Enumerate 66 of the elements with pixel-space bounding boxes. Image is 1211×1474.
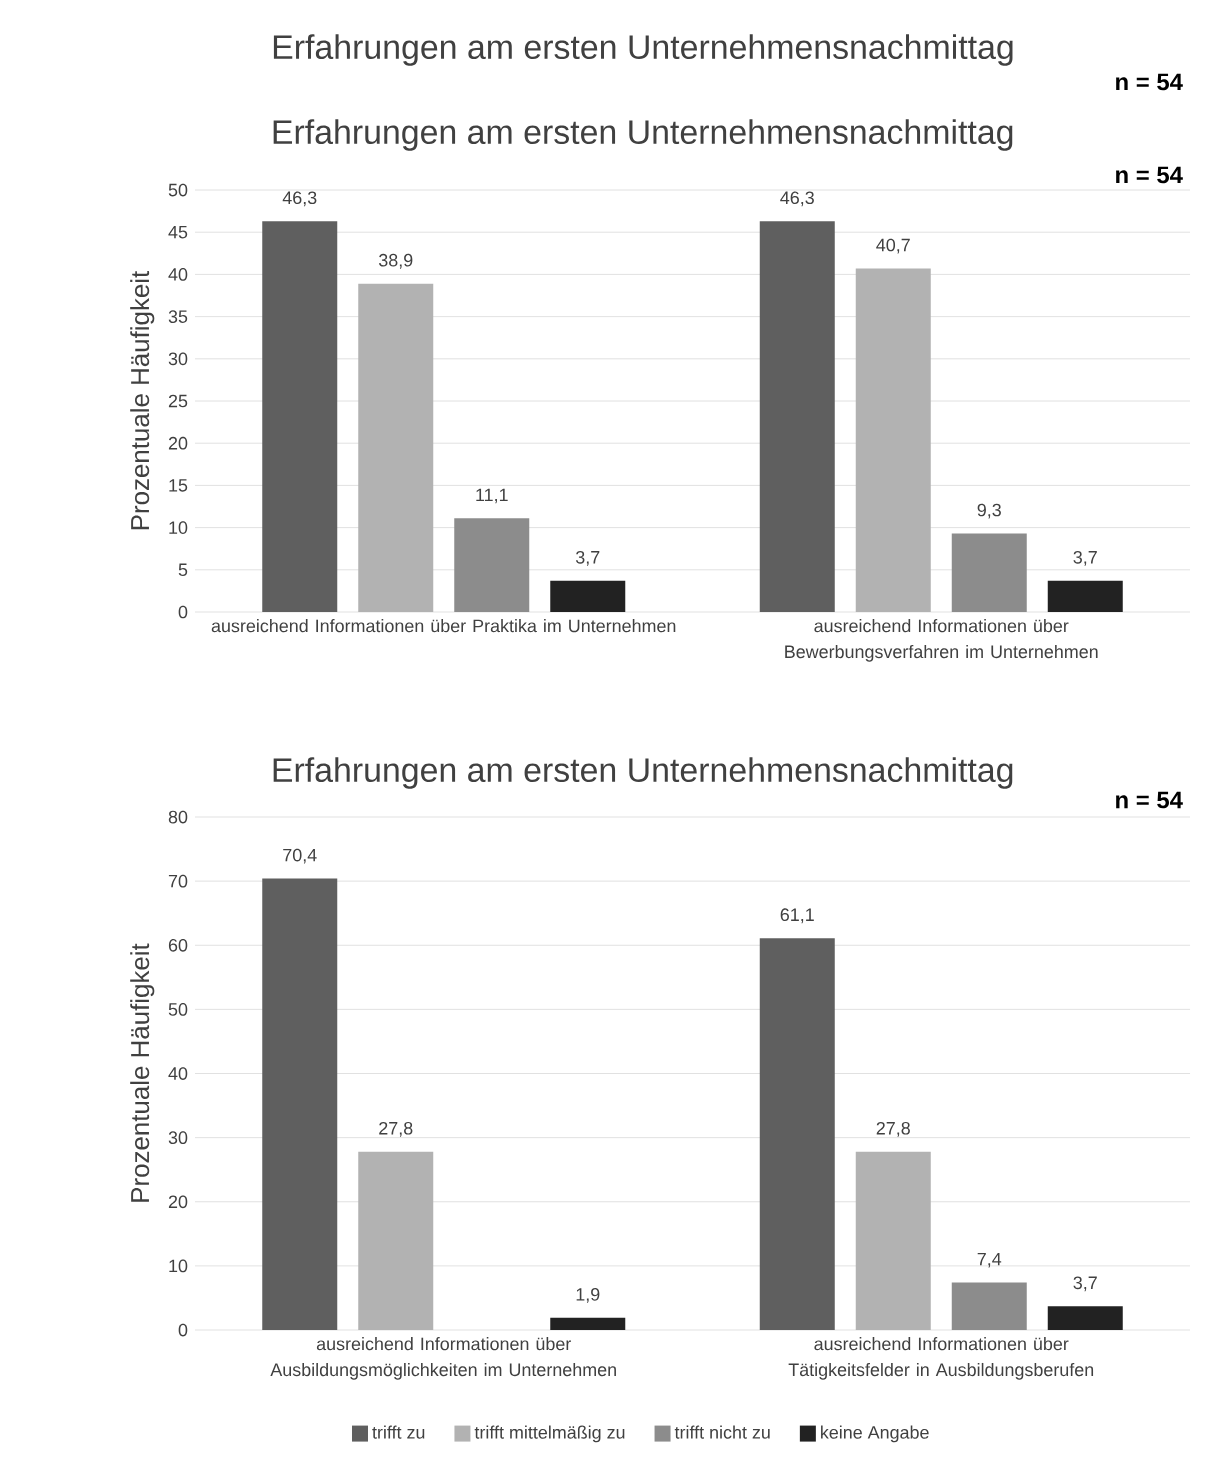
y-tick-label: 5 [178,563,188,577]
x-tick-label: ausreichend Informationen über Bewerbungsverfahren im Unternehmen [785,619,1098,662]
data-label: 40,7 [876,238,910,254]
data-label: 3,7 [1073,1276,1097,1292]
text: n = 54 [1116,791,1183,809]
y-tick-label: 20 [168,436,188,450]
bar [855,268,931,613]
y-tick-label: 0 [178,605,188,619]
bar [358,1151,434,1331]
y-tick-label: 70 [168,874,188,888]
data-label: 70,4 [283,848,317,864]
legend-label: trifft mittelmäßig zu [474,1425,625,1443]
bar [1047,1306,1123,1331]
bar [262,221,338,613]
data-label: 3,7 [575,550,600,566]
data-label: 27,8 [379,1121,413,1137]
y-tick-label: 80 [168,810,188,824]
y-tick-label: 60 [168,938,188,952]
x-tick-label: ausreichend Informationen über Tätigkeitsfelder in Ausbildungsberufen [788,1337,1094,1380]
x-tick-label: ausreichend Informationen über Praktika im Unternehmen [211,619,676,633]
bar [951,1282,1027,1331]
data-label: 46,3 [282,191,317,207]
y-tick-label: 10 [169,1259,188,1273]
y-tick-label: 10 [169,521,188,534]
legend-label: keine Angabe [821,1425,929,1443]
legend-label: trifft nicht zu [674,1425,770,1439]
bar [759,221,835,613]
bar [951,533,1027,613]
text: n = 54 [1116,73,1183,91]
data-label: 46,3 [780,191,814,207]
y-tick-label: 0 [178,1323,188,1337]
y-tick-label: 40 [168,1067,188,1080]
bar [358,283,434,613]
y-tick-label: 45 [168,225,188,239]
y-tick-label: 35 [168,310,188,323]
data-label: 27,8 [876,1121,910,1137]
bar [1047,580,1123,613]
y-axis-title: Prozentuale Häufigkeit [130,943,155,1202]
x-tick-label: ausreichend Informationen über Ausbildungsmöglichkeiten im Unternehmen [270,1337,616,1380]
data-label: 1,9 [576,1287,600,1303]
text: n = 54 [1116,166,1183,184]
y-tick-label: 50 [168,183,188,197]
y-axis-title: Prozentuale Häufigkeit [130,270,155,530]
y-tick-label: 40 [168,268,188,281]
bar [855,1151,931,1331]
y-tick-label: 20 [168,1195,188,1209]
chart-title: Erfahrungen am ersten Unternehmensnachmittag [273,757,1013,789]
data-label: 9,3 [977,503,1001,519]
bar [759,938,835,1331]
data-label: 3,7 [1073,550,1097,566]
data-label: 38,9 [378,253,413,269]
bar [454,518,530,613]
y-tick-label: 30 [168,352,188,366]
text: Erfahrungen am ersten Unternehmensnachmittag [273,34,1013,66]
data-label: 7,4 [977,1252,1002,1268]
y-tick-label: 25 [168,394,188,408]
chart-title: Erfahrungen am ersten Unternehmensnachmittag [273,119,1013,151]
legend-label: trifft zu [372,1425,425,1439]
bar [550,1317,626,1331]
bar [262,878,338,1331]
y-tick-label: 30 [168,1131,188,1144]
y-tick-label: 15 [169,479,188,492]
y-tick-label: 50 [168,1003,188,1016]
data-label: 11,1 [476,488,508,504]
data-label: 61,1 [780,908,814,924]
bar [550,580,626,613]
